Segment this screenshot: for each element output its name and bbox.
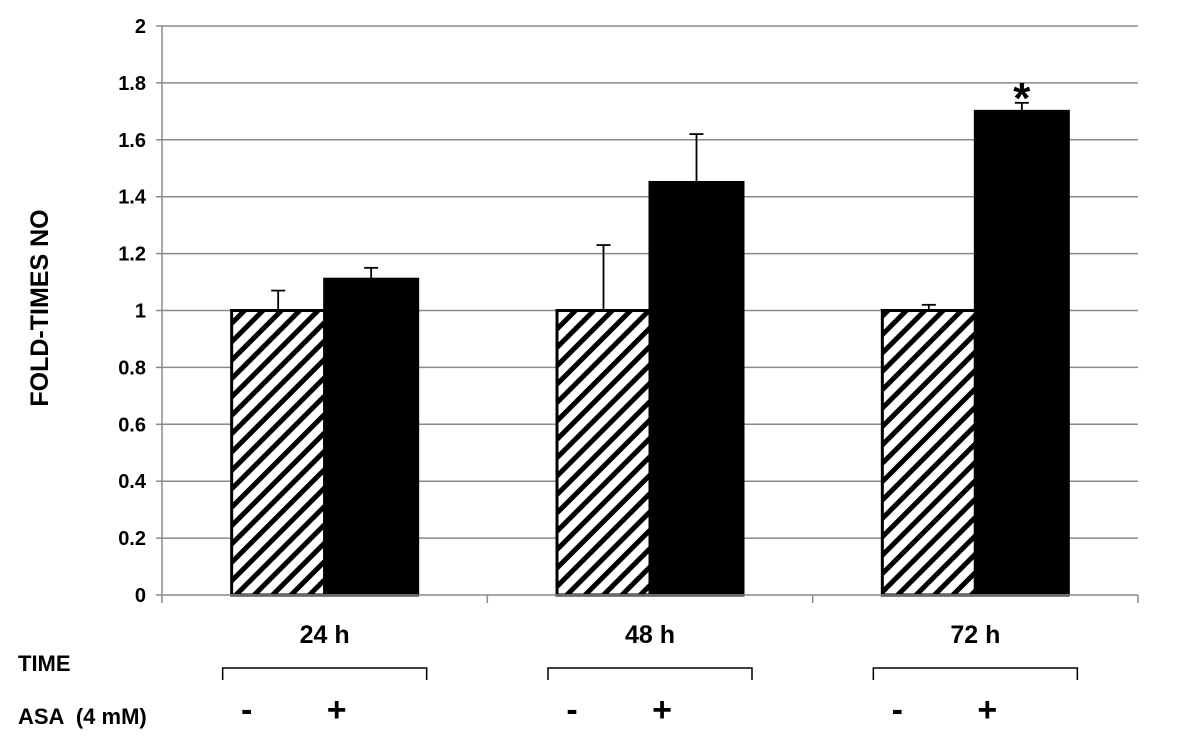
x-tick-label: 72 h (950, 621, 1000, 649)
condition-bracket (547, 667, 753, 680)
bar-minus-0 (230, 309, 327, 597)
y-tick-label: 2 (135, 16, 146, 38)
x-tick-labels: 24 h 48 h 72 h (300, 621, 1001, 649)
annotations: * (1013, 74, 1031, 123)
y-tick-label: 1.2 (118, 244, 146, 266)
x-tick-label: 24 h (300, 621, 350, 649)
y-tick-label: 1 (135, 301, 146, 323)
bar-plus-2 (973, 109, 1070, 597)
asa-plus-sign: + (977, 691, 997, 729)
significance-asterisk: * (1013, 74, 1031, 123)
asa-row-label: ASA (4 mM) (18, 704, 147, 729)
y-tick-label: 0 (135, 585, 146, 607)
bar-minus-1 (555, 309, 652, 597)
x-tick-label: 48 h (625, 621, 675, 649)
bar-minus-2 (880, 309, 977, 597)
asa-plus-sign: + (652, 691, 672, 729)
error-bars (271, 101, 1029, 311)
time-row-label: TIME (18, 651, 71, 676)
y-tick-labels: 0 0.2 0.4 0.6 0.8 1 1.2 1.4 1.6 1.8 2 (118, 16, 147, 607)
condition-bracket (221, 667, 428, 680)
asa-plus-sign: + (327, 691, 347, 729)
condition-rows: - + - + - + (221, 667, 1079, 729)
bar-plus-0 (323, 277, 420, 597)
y-tick-label: 0.8 (118, 357, 146, 379)
condition-bracket (872, 667, 1079, 680)
asa-minus-sign: - (892, 691, 903, 729)
asa-minus-sign: - (566, 691, 577, 729)
asa-minus-sign: - (241, 691, 252, 729)
y-tick-label: 0.2 (118, 528, 146, 550)
y-tick-label: 1.8 (118, 73, 146, 95)
bar-plus-1 (648, 180, 745, 597)
y-tick-label: 1.6 (118, 130, 146, 152)
axes (156, 25, 1139, 603)
y-tick-label: 0.4 (118, 471, 147, 493)
y-tick-label: 0.6 (118, 414, 146, 436)
y-tick-label: 1.4 (118, 187, 147, 209)
bars (230, 109, 1070, 597)
y-axis-title: FOLD-TIMES NO (26, 209, 54, 406)
